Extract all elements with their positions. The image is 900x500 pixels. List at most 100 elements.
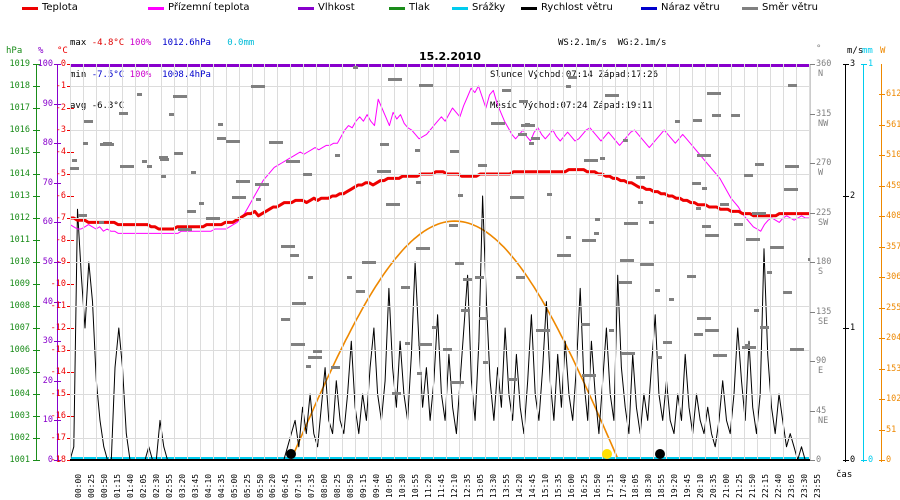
legend-smer-vetru[interactable]: Směr větru: [742, 2, 818, 14]
pressure-tick-1009: 1009: [9, 279, 30, 289]
direction-sublabel-NW: NW: [818, 118, 829, 129]
legend-vlhkost[interactable]: Vlhkost: [298, 2, 355, 14]
wind-axis-unit: m/s: [847, 46, 864, 56]
pressure-tick-mark: [33, 86, 40, 87]
wind-direction-marker: [785, 165, 799, 168]
solar-tick-561: 561: [886, 119, 900, 130]
solar-tick-153: 153: [886, 363, 900, 374]
wind-tick-3: 3: [850, 59, 856, 69]
wind-direction-marker: [790, 348, 804, 351]
x-tick-label: 23:05: [787, 473, 796, 498]
pressure-tick-mark: [33, 218, 40, 219]
x-tick-label: 15:35: [554, 473, 563, 498]
x-tick-label: 18:30: [644, 473, 653, 498]
wind-direction-marker: [450, 381, 464, 384]
wind-direction-marker: [255, 183, 269, 186]
wind-direction-marker: [169, 113, 174, 116]
stats-max-key: max: [70, 38, 87, 48]
legend-naraz-vetru-swatch: [641, 6, 657, 10]
wind-direction-marker: [808, 258, 810, 261]
direction-sublabel-SE: SE: [818, 316, 829, 327]
solar-tick-mark: [879, 94, 885, 95]
legend-prizemni-teplota-label: Přízemní teplota: [168, 2, 250, 13]
wind-direction-marker: [99, 221, 104, 224]
wind-direction-marker: [173, 95, 187, 98]
pressure-tick-mark: [33, 196, 40, 197]
x-tick-label: 14:20: [515, 473, 524, 498]
wind-direction-marker: [720, 203, 729, 206]
wind-direction-marker: [308, 356, 322, 359]
wind-direction-marker: [744, 174, 753, 177]
sun-row: Slunce Východ:07:14 Západ:17:26: [490, 70, 666, 81]
wind-tick-0: 0: [850, 455, 856, 465]
humidity-tick-80: 80: [42, 138, 53, 149]
direction-tick-mark: [810, 361, 815, 362]
legend-naraz-vetru[interactable]: Náraz větru: [641, 2, 720, 14]
stats-block: max -4.8°C 100% 1012.6hPa 0.0mm min -7.5…: [70, 17, 254, 133]
wind-direction-marker: [770, 246, 784, 249]
legend-tlak[interactable]: Tlak: [389, 2, 430, 14]
wind-direction-marker: [478, 164, 487, 167]
wind-direction-marker: [226, 140, 240, 143]
sunrise-marker: [285, 449, 296, 459]
wind-direction-marker: [83, 142, 88, 145]
direction-tick-mark: [810, 411, 815, 412]
solar-tick-mark: [879, 247, 885, 248]
legend-rychlost-vetru[interactable]: Rychlost větru: [521, 2, 613, 14]
temperature-tick--11: -11: [50, 301, 66, 311]
wind-direction-marker: [120, 165, 134, 168]
wind-direction-marker: [281, 318, 290, 321]
wind-direction-marker: [256, 198, 261, 201]
legend-prizemni-teplota[interactable]: Přízemní teplota: [148, 2, 250, 14]
x-tick-label: 18:05: [631, 473, 640, 498]
wind-direction-marker: [353, 66, 358, 69]
wind-direction-marker: [516, 276, 525, 279]
wind-direction-marker: [386, 203, 400, 206]
wind-direction-marker: [566, 236, 571, 239]
direction-tick-mark: [810, 460, 815, 461]
grid-line-horizontal: [70, 218, 810, 219]
x-tick-label: 20:10: [696, 473, 705, 498]
temperature-axis-unit: °C: [57, 46, 68, 56]
legend-srazky[interactable]: Srážky: [452, 2, 505, 14]
wind-direction-marker: [702, 187, 707, 190]
wind-direction-marker: [624, 222, 638, 225]
humidity-tick-30: 30: [42, 336, 53, 347]
wind-direction-marker: [217, 137, 226, 140]
wind-direction-marker: [392, 392, 401, 395]
legend-teplota[interactable]: Teplota: [22, 2, 78, 14]
x-tick-label: 05:00: [230, 473, 239, 498]
x-tick-label: 05:50: [256, 473, 265, 498]
solar-tick-mark: [879, 460, 885, 461]
wind-direction-marker: [443, 348, 452, 351]
direction-tick-0: 0: [816, 455, 822, 465]
humidity-tick-70: 70: [42, 177, 53, 188]
pressure-axis-unit: hPa: [6, 46, 23, 56]
wind-direction-marker: [655, 289, 660, 292]
plot-area: [70, 64, 810, 460]
wind-direction-marker: [566, 85, 571, 88]
temperature-tick--18: -18: [50, 455, 66, 465]
x-tick-label: 07:35: [307, 473, 316, 498]
direction-tick-180: 180: [816, 257, 832, 267]
wind-direction-marker: [649, 221, 654, 224]
humidity-tick-mark: [54, 460, 61, 461]
solar-tick-255: 255: [886, 302, 900, 313]
series-prizemni-teplota: [70, 85, 809, 234]
temperature-tick--17: -17: [50, 433, 66, 443]
rain-tick-mark: [861, 460, 867, 461]
temperature-tick--6: -6: [55, 191, 66, 201]
direction-sublabel-N: N: [818, 69, 824, 79]
wind-gust-summary: WG:2.1m/s: [617, 38, 667, 48]
wind-direction-marker: [142, 160, 147, 163]
temperature-tick--5: -5: [55, 169, 66, 179]
pressure-tick-mark: [33, 328, 40, 329]
x-tick-label: 22:15: [761, 473, 770, 498]
wind-direction-marker: [568, 76, 577, 79]
pressure-tick-mark: [33, 306, 40, 307]
humidity-tick-mark: [54, 183, 61, 184]
series-rychlost-vetru: [70, 195, 809, 460]
wind-direction-marker: [783, 291, 792, 294]
wind-direction-marker: [286, 160, 300, 163]
